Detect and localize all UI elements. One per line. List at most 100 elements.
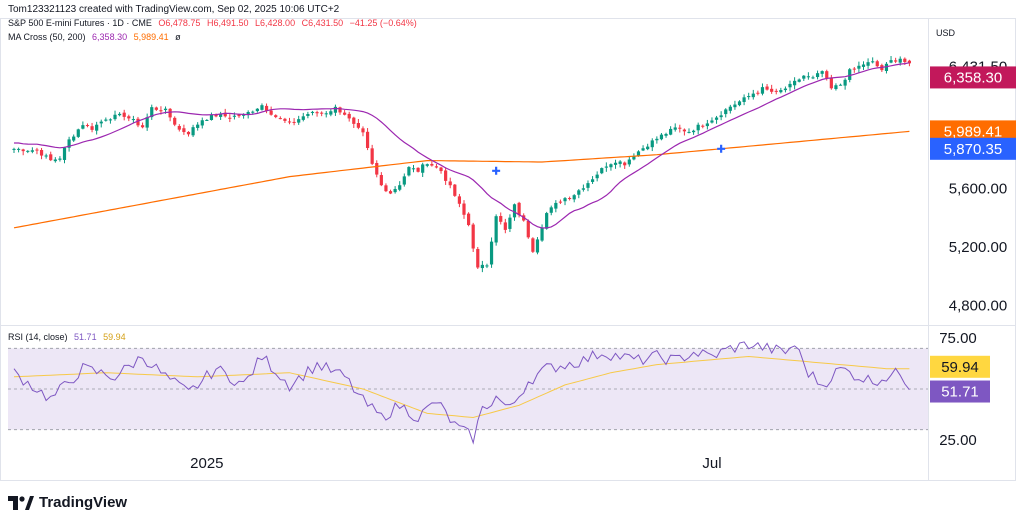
candle-body <box>572 195 576 200</box>
candle-body <box>811 77 815 79</box>
candle-body <box>724 109 728 115</box>
candle-body <box>540 227 544 241</box>
candle-body <box>462 203 466 215</box>
candle-body <box>604 166 608 168</box>
candle-body <box>140 125 145 128</box>
price-tag-cross <box>930 137 1016 160</box>
tradingview-logo[interactable]: TradingView <box>8 494 127 511</box>
candle-body <box>306 114 310 116</box>
candle-body <box>894 60 898 62</box>
candle-body <box>58 158 62 160</box>
candle-body <box>67 139 71 148</box>
candle-body <box>425 164 429 166</box>
candle-body <box>375 162 379 175</box>
candle-body <box>30 150 34 152</box>
candle-body <box>163 108 168 111</box>
candle-body <box>76 129 80 137</box>
candle-body <box>627 159 631 165</box>
candle-body <box>820 71 824 74</box>
candle-body <box>12 148 16 150</box>
rsi-tag-label-rsi_ma: 59.94 <box>941 359 979 376</box>
candle-body <box>122 112 126 117</box>
candle-body <box>815 73 820 78</box>
ma200-line <box>13 130 910 229</box>
price-tag-label-cross: 5,870.35 <box>944 141 1002 158</box>
candle-body <box>232 115 237 117</box>
rsi-legend[interactable]: RSI (14, close) 51.71 59.94 <box>8 332 130 342</box>
tradingview-icon <box>8 495 34 510</box>
candle-body <box>714 117 719 120</box>
candle-body <box>205 119 209 121</box>
candle-body <box>292 121 296 123</box>
price-axis-tick: 4,800.00 <box>949 297 1007 314</box>
candle-body <box>793 80 797 86</box>
candle-body <box>613 162 618 165</box>
candle-body <box>499 216 503 222</box>
candle-body <box>577 190 581 195</box>
candle-body <box>705 123 709 127</box>
candle-body <box>806 76 810 78</box>
candle-body <box>145 117 149 128</box>
candles-group <box>12 56 912 273</box>
candle-body <box>49 154 53 161</box>
candle-body <box>365 131 370 149</box>
candle-body <box>512 204 517 218</box>
candle-body <box>81 125 85 129</box>
candle-body <box>866 62 870 66</box>
ohlc-close: C6,431.50 <box>301 18 344 28</box>
candle-body <box>774 90 778 92</box>
ma-cross-legend[interactable]: MA Cross (50, 200) 6,358.30 5,989.41 ø <box>8 32 185 42</box>
candle-body <box>590 179 595 182</box>
candle-body <box>118 113 122 116</box>
time-axis-tick: Jul <box>702 455 721 472</box>
candle-body <box>44 155 48 157</box>
ohlc-open: O6,478.75 <box>158 18 201 28</box>
ma-cross-marker <box>717 144 726 153</box>
price-tag-label-ma200: 5,989.41 <box>944 123 1002 140</box>
candle-body <box>485 265 489 267</box>
price-tag-ma200 <box>930 120 1016 143</box>
candle-body <box>480 264 484 269</box>
candle-body <box>191 127 195 136</box>
candle-body <box>691 130 696 133</box>
candle-body <box>434 166 439 168</box>
candle-body <box>379 175 383 186</box>
candle-body <box>581 188 585 190</box>
candle-body <box>861 64 866 67</box>
rsi-band <box>8 348 928 430</box>
candle-body <box>113 114 117 120</box>
candle-body <box>802 75 806 79</box>
rsi-ma-line <box>13 355 910 419</box>
candle-body <box>535 239 540 253</box>
candle-body <box>825 71 829 78</box>
currency-label[interactable]: USD <box>936 28 956 38</box>
candle-body <box>526 220 530 238</box>
candle-body <box>903 58 907 62</box>
candle-body <box>402 176 406 185</box>
candle-body <box>297 119 301 123</box>
symbol-name[interactable]: S&P 500 E-mini Futures · 1D · CME <box>8 18 152 28</box>
candle-body <box>16 148 21 150</box>
candle-body <box>834 85 838 90</box>
rsi-axis-tick: 25.00 <box>939 432 977 449</box>
candle-body <box>260 105 264 110</box>
candle-body <box>219 114 223 117</box>
candle-body <box>223 112 227 117</box>
candle-body <box>852 68 856 70</box>
candle-body <box>466 213 471 226</box>
rsi-label: RSI (14, close) <box>8 332 68 342</box>
ma-flag: ø <box>175 32 181 42</box>
ma-cross-marker <box>492 166 501 175</box>
candle-body <box>503 222 507 230</box>
candle-body <box>251 111 255 113</box>
candle-body <box>742 97 746 102</box>
rsi-tag-rsi <box>930 380 990 403</box>
candle-body <box>783 88 788 91</box>
price-tag-label-ma50: 6,358.30 <box>944 69 1002 86</box>
candle-body <box>301 116 305 120</box>
candle-body <box>333 106 338 113</box>
rsi-value: 51.71 <box>74 332 97 342</box>
candle-body <box>838 84 843 86</box>
candle-body <box>650 140 654 148</box>
